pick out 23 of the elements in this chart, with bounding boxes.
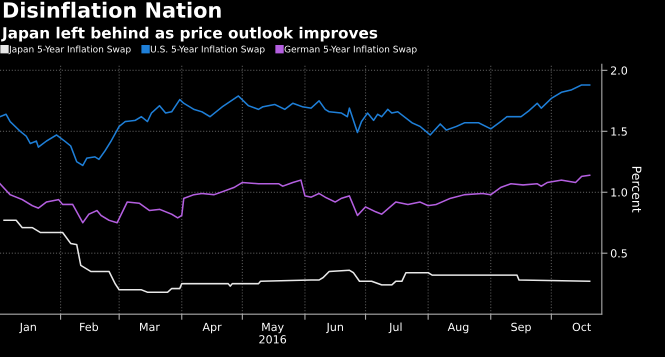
- chart-title: Disinflation Nation: [4, 2, 221, 18]
- legend-label: U.S. 5-Year Inflation Swap: [150, 46, 265, 54]
- x-tick-label: Aug: [448, 322, 468, 334]
- legend-label: Japan 5-Year Inflation Swap: [8, 46, 131, 54]
- chart-subtitle: Japan left behind as price outlook improves: [1, 26, 378, 42]
- line-series: [0, 174, 590, 224]
- x-tick-label: Mar: [140, 322, 160, 332]
- x-tick-label: May 2016: [259, 322, 286, 344]
- y-tick-label: 0.5: [610, 249, 627, 258]
- x-tick-label: Jun: [326, 322, 343, 334]
- x-tick-label: Jan: [19, 322, 36, 334]
- x-tick-label: Feb: [80, 322, 98, 332]
- x-tick-label: Jul: [388, 322, 402, 334]
- x-tick-label: Oct: [572, 322, 591, 332]
- x-tick-label: Sep: [511, 322, 531, 334]
- legend-label: German 5-Year Inflation Swap: [284, 46, 417, 54]
- x-tick-label: Apr: [202, 322, 222, 334]
- line-series: [3, 220, 590, 293]
- y-tick-label: 2.0: [610, 66, 628, 75]
- y-tick-label: 1.5: [611, 127, 627, 136]
- line-series: [0, 84, 590, 166]
- y-tick-label: 1.0: [611, 188, 628, 197]
- y-axis-title: Percent: [632, 166, 642, 212]
